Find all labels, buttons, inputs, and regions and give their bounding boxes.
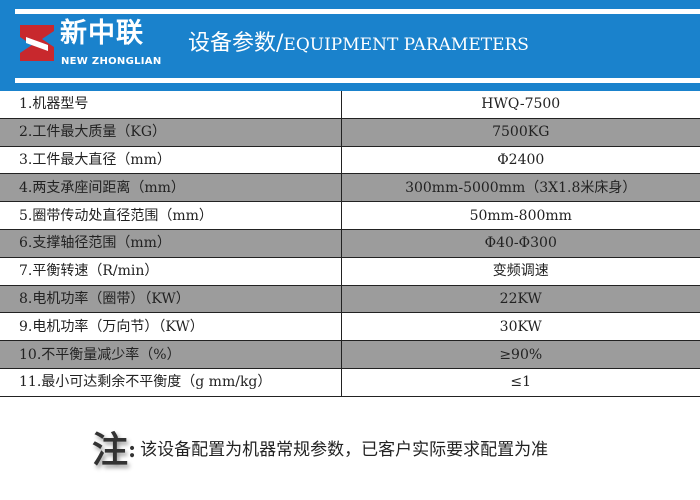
param-value: 7500KG bbox=[341, 118, 700, 147]
param-value: Φ40-Φ300 bbox=[341, 229, 700, 258]
param-label: 5.圈带传动处直径范围（mm） bbox=[0, 201, 342, 230]
title-cn: 设备参数/ bbox=[188, 31, 284, 56]
table-row: 3.工件最大直径（mm） Φ2400 bbox=[0, 146, 700, 175]
param-value: 30KW bbox=[341, 312, 700, 342]
param-label: 10.不平衡量减少率（%） bbox=[0, 340, 342, 369]
param-value: ≥90% bbox=[341, 340, 700, 369]
title-en: EQUIPMENT PARAMETERS bbox=[283, 35, 529, 55]
param-label: 11.最小可达剩余不平衡度（g mm/kg） bbox=[0, 368, 342, 397]
page-title: 设备参数/EQUIPMENT PARAMETERS bbox=[188, 30, 529, 59]
table-row: 2.工件最大质量（KG） 7500KG bbox=[0, 118, 700, 147]
param-value: 300mm-5000mm（3X1.8米床身） bbox=[341, 173, 700, 203]
param-label: 6.支撑轴径范围（mm） bbox=[0, 229, 342, 258]
table-row: 1.机器型号 HWQ-7500 bbox=[0, 91, 700, 119]
param-value: ≤1 bbox=[341, 368, 700, 397]
bottom-divider bbox=[15, 78, 700, 83]
param-label: 2.工件最大质量（KG） bbox=[0, 118, 342, 147]
note-colon: : bbox=[128, 437, 137, 463]
param-label: 8.电机功率（圈带）（KW） bbox=[0, 285, 342, 314]
header-banner: 新中联 NEW ZHONGLIAN 设备参数/EQUIPMENT PARAMET… bbox=[0, 0, 700, 91]
table-row: 4.两支承座间距离（mm） 300mm-5000mm（3X1.8米床身） bbox=[0, 173, 700, 203]
footnote: 注: 该设备配置为机器常规参数，已客户实际要求配置为准 bbox=[92, 428, 548, 472]
table-row: 8.电机功率（圈带）（KW） 22KW bbox=[0, 285, 700, 314]
param-value: 变频调速 bbox=[341, 257, 700, 286]
param-value: HWQ-7500 bbox=[341, 91, 700, 119]
param-label: 3.工件最大直径（mm） bbox=[0, 146, 342, 175]
logo-icon bbox=[20, 25, 54, 61]
table-row: 11.最小可达剩余不平衡度（g mm/kg） ≤1 bbox=[0, 368, 700, 397]
param-label: 1.机器型号 bbox=[0, 91, 342, 119]
param-value: 22KW bbox=[341, 285, 700, 314]
param-label: 9.电机功率（万向节）（KW） bbox=[0, 312, 342, 342]
table-row: 10.不平衡量减少率（%） ≥90% bbox=[0, 340, 700, 369]
top-divider bbox=[15, 9, 700, 14]
table-row: 9.电机功率（万向节）（KW） 30KW bbox=[0, 312, 700, 342]
table-row: 5.圈带传动处直径范围（mm） 50mm-800mm bbox=[0, 201, 700, 230]
param-value: Φ2400 bbox=[341, 146, 700, 175]
note-mark: 注 bbox=[92, 429, 129, 471]
logo-text-cn: 新中联 bbox=[60, 18, 144, 49]
table-row: 6.支撑轴径范围（mm） Φ40-Φ300 bbox=[0, 229, 700, 258]
table-row: 7.平衡转速（R/min） 变频调速 bbox=[0, 257, 700, 286]
param-label: 4.两支承座间距离（mm） bbox=[0, 173, 342, 203]
param-label: 7.平衡转速（R/min） bbox=[0, 257, 342, 286]
param-value: 50mm-800mm bbox=[341, 201, 700, 230]
logo-text-en: NEW ZHONGLIAN bbox=[61, 56, 162, 67]
note-text: 该设备配置为机器常规参数，已客户实际要求配置为准 bbox=[140, 440, 549, 460]
parameters-table: 1.机器型号 HWQ-7500 2.工件最大质量（KG） 7500KG 3.工件最大直径… bbox=[0, 91, 700, 397]
